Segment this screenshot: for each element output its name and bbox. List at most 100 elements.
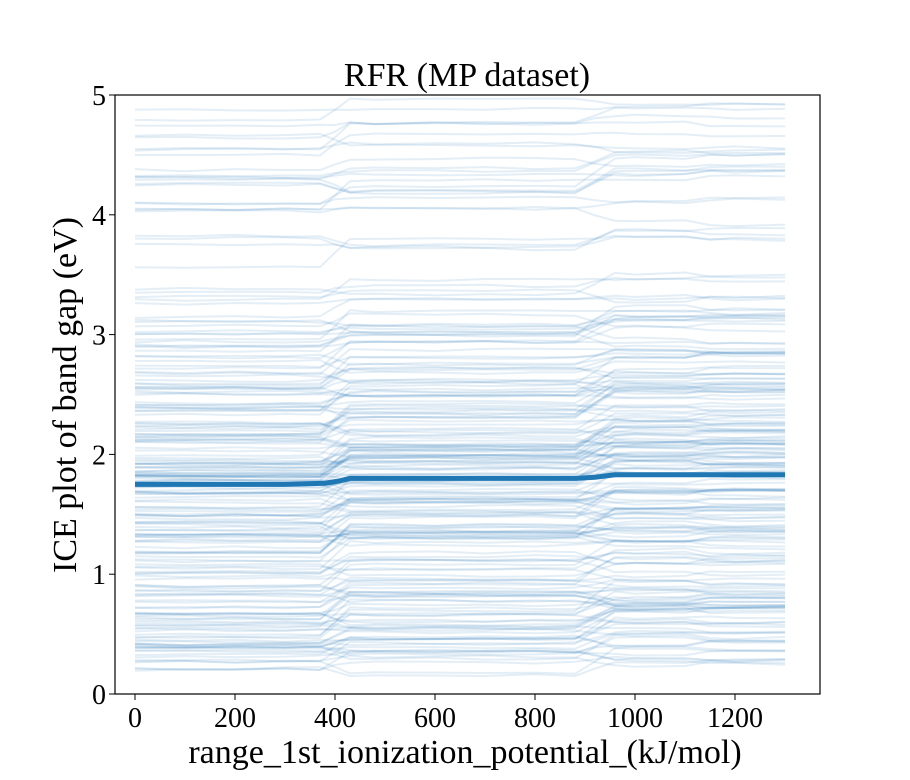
ice-line xyxy=(134,440,786,450)
ice-line xyxy=(134,503,786,540)
ice-line xyxy=(134,456,786,473)
ice-line xyxy=(134,654,786,668)
ice-line xyxy=(134,349,786,369)
ice-line xyxy=(134,153,786,206)
ice-line xyxy=(134,505,786,550)
ice-line xyxy=(134,353,786,386)
ice-line xyxy=(134,594,785,621)
ice-line xyxy=(134,403,786,419)
y-axis: 0 1 2 3 4 5 xyxy=(92,81,115,711)
ice-line xyxy=(134,594,785,607)
ice-line xyxy=(134,293,786,306)
ice-line xyxy=(134,550,786,564)
ice-line xyxy=(134,423,786,479)
ice-line xyxy=(134,331,786,351)
x-tick-label: 400 xyxy=(314,703,356,734)
ice-line xyxy=(135,148,786,181)
ice-line xyxy=(134,623,786,634)
y-tick-label: 0 xyxy=(92,680,106,711)
ice-line xyxy=(134,426,786,446)
ice-line xyxy=(134,288,786,304)
ice-line xyxy=(134,433,786,466)
ice-line xyxy=(134,450,786,470)
ice-line xyxy=(134,452,785,482)
ice-line xyxy=(134,197,786,214)
ice-line xyxy=(134,307,786,329)
ice-line xyxy=(134,403,786,437)
ice-line xyxy=(134,540,786,571)
ice-line xyxy=(134,153,786,178)
ice-line xyxy=(134,315,785,370)
ice-line xyxy=(135,592,786,621)
ice-line xyxy=(134,639,786,659)
ice-line xyxy=(134,314,786,336)
x-tick-label: 800 xyxy=(514,703,556,734)
ice-line xyxy=(134,555,786,604)
ice-line xyxy=(134,554,786,574)
ice-line xyxy=(134,141,786,155)
ice-line xyxy=(134,521,786,538)
x-tick-label: 0 xyxy=(128,703,142,734)
ice-line xyxy=(134,373,786,390)
ice-line xyxy=(134,590,786,610)
ice-line xyxy=(134,442,786,484)
ice-line xyxy=(134,449,786,477)
ice-line xyxy=(134,351,786,390)
ice-line xyxy=(134,347,786,376)
ice-line xyxy=(134,440,786,479)
ice-line xyxy=(134,487,786,512)
ice-line xyxy=(134,551,786,588)
ice-line xyxy=(134,234,786,269)
ice-line xyxy=(134,487,786,513)
ice-line xyxy=(134,304,786,348)
ice-line xyxy=(134,649,786,672)
ice-line xyxy=(134,106,786,128)
y-tick-label: 3 xyxy=(92,321,106,352)
ice-line xyxy=(134,489,786,544)
ice-line xyxy=(134,385,786,420)
ice-line xyxy=(134,604,786,647)
ice-line xyxy=(134,402,786,433)
ice-line xyxy=(134,634,786,652)
ice-line xyxy=(134,583,786,610)
ice-line xyxy=(134,322,786,360)
ice-line xyxy=(135,450,786,469)
ice-line xyxy=(134,380,786,430)
ice-line xyxy=(134,607,786,629)
ice-line xyxy=(134,389,786,417)
ice-line xyxy=(134,206,786,228)
ice-line xyxy=(134,550,786,575)
ice-line xyxy=(134,169,786,194)
ice-line xyxy=(134,446,786,476)
y-tick-label: 5 xyxy=(92,81,106,112)
ice-line xyxy=(134,631,786,653)
ice-line xyxy=(134,508,786,563)
ice-line xyxy=(134,511,786,554)
ice-line xyxy=(134,445,786,495)
ice-line xyxy=(135,324,786,353)
ice-line xyxy=(134,585,786,596)
ice-line xyxy=(134,655,786,672)
x-tick-label: 1200 xyxy=(707,703,763,734)
ice-line xyxy=(134,570,786,582)
ice-line xyxy=(134,348,786,367)
ice-line xyxy=(134,606,786,627)
ice-line xyxy=(134,592,786,608)
ice-line xyxy=(134,505,786,520)
ice-line xyxy=(134,387,786,428)
ice-line xyxy=(134,340,786,350)
ice-line xyxy=(134,295,786,319)
ice-line xyxy=(134,485,786,521)
ice-line xyxy=(134,520,786,538)
ice-line xyxy=(134,490,786,503)
ice-line xyxy=(134,425,786,449)
ice-line xyxy=(134,380,786,410)
ice-line xyxy=(134,439,786,459)
ice-line xyxy=(134,531,786,544)
ice-line xyxy=(134,598,786,630)
ice-line xyxy=(134,605,786,624)
ice-line xyxy=(134,644,786,662)
ice-line xyxy=(134,528,786,539)
ice-line xyxy=(134,462,786,495)
